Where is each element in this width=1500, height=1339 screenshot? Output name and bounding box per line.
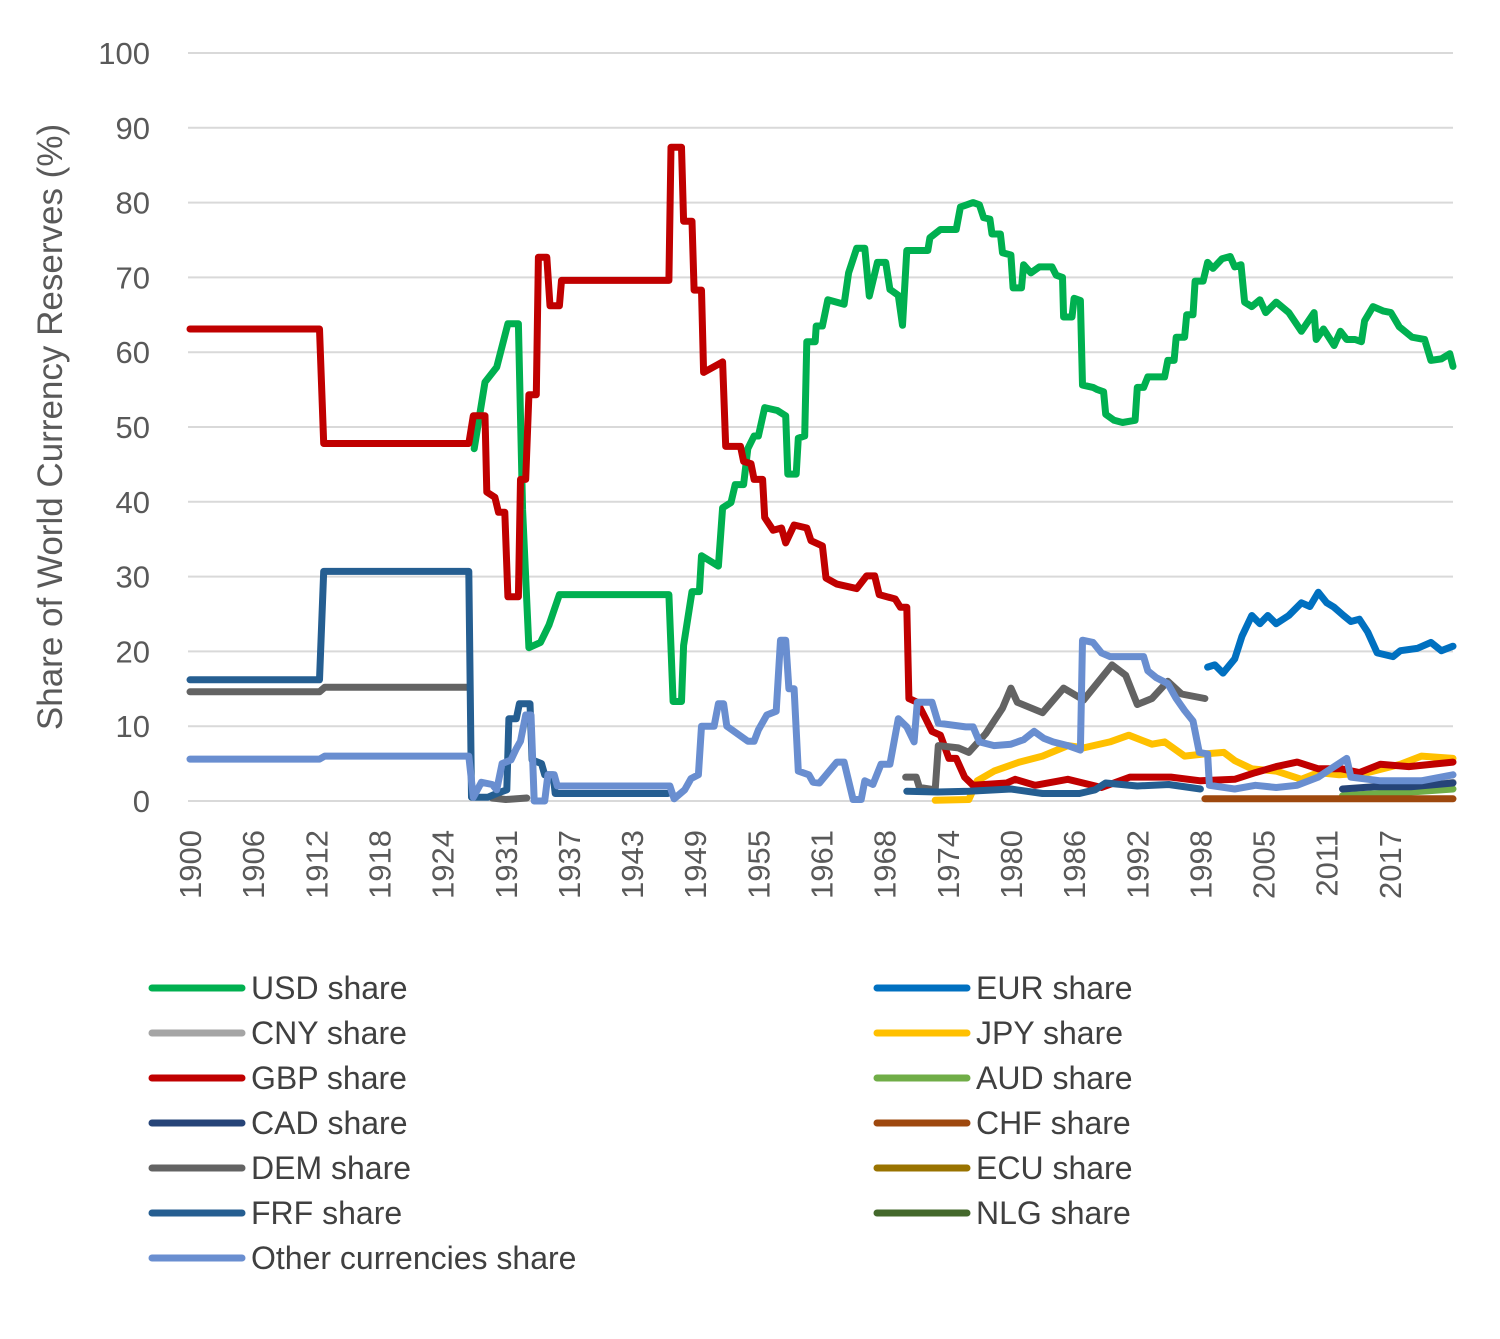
x-tick-label: 1949 <box>678 830 713 899</box>
x-tick-label: 1918 <box>362 830 397 899</box>
series-line-other-currencies-share <box>186 636 1457 805</box>
legend-label: CAD share <box>251 1105 408 1141</box>
legend-item: DEM share <box>148 1150 411 1186</box>
legend-item: CHF share <box>873 1105 1131 1141</box>
y-tick-label: 50 <box>116 410 150 445</box>
legend-label: EUR share <box>976 970 1133 1006</box>
y-tick-label: 70 <box>116 260 150 295</box>
legend-label: DEM share <box>251 1150 411 1186</box>
legend-label: AUD share <box>976 1060 1133 1096</box>
x-axis-tick-labels: 1900 1906 1912 1918 1924 1931 1937 1943 1949 1955… <box>173 830 1408 899</box>
legend-item: NLG share <box>873 1195 1131 1231</box>
legend-item: Other currencies share <box>148 1240 576 1276</box>
series-line-eur-share <box>1204 588 1457 677</box>
series-lines <box>186 143 1457 805</box>
x-tick-label: 2017 <box>1373 830 1408 899</box>
x-tick-label: 1955 <box>741 830 776 899</box>
x-tick-label: 1974 <box>931 830 966 899</box>
legend-item: GBP share <box>148 1060 407 1096</box>
x-tick-label: 1986 <box>1057 830 1092 899</box>
legend-item: EUR share <box>873 970 1133 1006</box>
y-tick-label: 10 <box>116 709 150 744</box>
legend-label: JPY share <box>976 1015 1123 1051</box>
legend-item: JPY share <box>873 1015 1123 1051</box>
legend-label: CNY share <box>251 1015 407 1051</box>
y-tick-label: 100 <box>98 36 150 71</box>
gridlines <box>188 52 1453 802</box>
y-tick-label: 30 <box>116 560 150 595</box>
x-tick-label: 1992 <box>1120 830 1155 899</box>
legend: USD share EUR share CNY share JPY share GBP … <box>148 970 1133 1276</box>
series-line-jpy-share <box>931 731 1457 804</box>
legend-label: CHF share <box>976 1105 1131 1141</box>
x-tick-label: 1943 <box>615 830 650 899</box>
x-tick-label: 1961 <box>805 830 840 899</box>
legend-item: ECU share <box>873 1150 1133 1186</box>
legend-label: Other currencies share <box>251 1240 576 1276</box>
x-tick-label: 1912 <box>299 830 334 899</box>
legend-label: NLG share <box>976 1195 1131 1231</box>
legend-label: FRF share <box>251 1195 402 1231</box>
series-line-dem-share <box>186 661 1209 803</box>
x-tick-label: 1980 <box>994 830 1029 899</box>
series-line-gbp-share <box>186 143 1457 791</box>
y-axis-title: Share of World Currency Reserves (%) <box>31 124 70 730</box>
legend-item: CAD share <box>148 1105 408 1141</box>
x-tick-label: 1968 <box>868 830 903 899</box>
y-axis-tick-labels: 0 10 20 30 40 50 60 70 80 90 100 <box>98 36 150 819</box>
x-tick-label: 1937 <box>552 830 587 899</box>
series-line-cad-share <box>1339 779 1457 793</box>
x-tick-label: 1998 <box>1183 830 1218 899</box>
x-tick-label: 1900 <box>173 830 208 899</box>
legend-label: GBP share <box>251 1060 407 1096</box>
legend-item: USD share <box>148 970 408 1006</box>
x-tick-label: 2011 <box>1310 830 1345 897</box>
legend-label: ECU share <box>976 1150 1133 1186</box>
series-line-usd-share <box>470 199 1457 705</box>
y-tick-label: 60 <box>116 335 150 370</box>
y-tick-label: 90 <box>116 111 150 146</box>
x-tick-label: 1906 <box>236 830 271 899</box>
x-tick-label: 1924 <box>426 830 461 899</box>
legend-item: CNY share <box>148 1015 407 1051</box>
y-tick-label: 80 <box>116 186 150 221</box>
legend-item: AUD share <box>873 1060 1133 1096</box>
series-line-aud-share <box>1339 785 1457 800</box>
y-tick-label: 20 <box>116 634 150 669</box>
legend-item: FRF share <box>148 1195 402 1231</box>
y-tick-label: 0 <box>133 784 150 819</box>
x-tick-label: 2005 <box>1247 830 1282 899</box>
legend-label: USD share <box>251 970 408 1006</box>
x-tick-label: 1931 <box>489 830 524 899</box>
y-tick-label: 40 <box>116 485 150 520</box>
